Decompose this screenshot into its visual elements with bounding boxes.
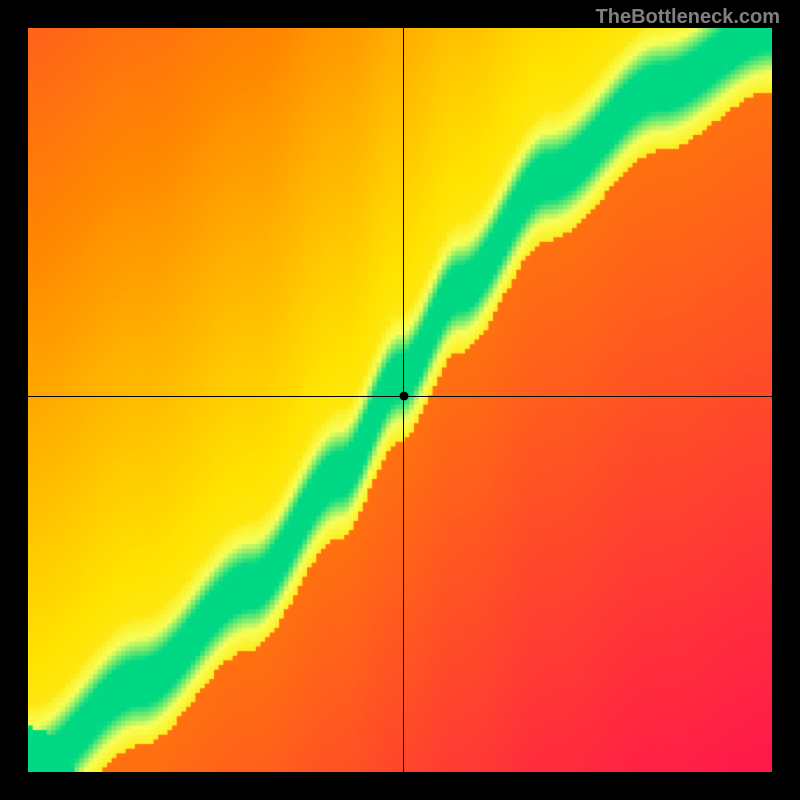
attribution-text: TheBottleneck.com [596,6,780,29]
marker-dot [399,392,408,401]
chart-container: TheBottleneck.com [0,0,800,800]
bottleneck-heatmap [28,28,772,772]
